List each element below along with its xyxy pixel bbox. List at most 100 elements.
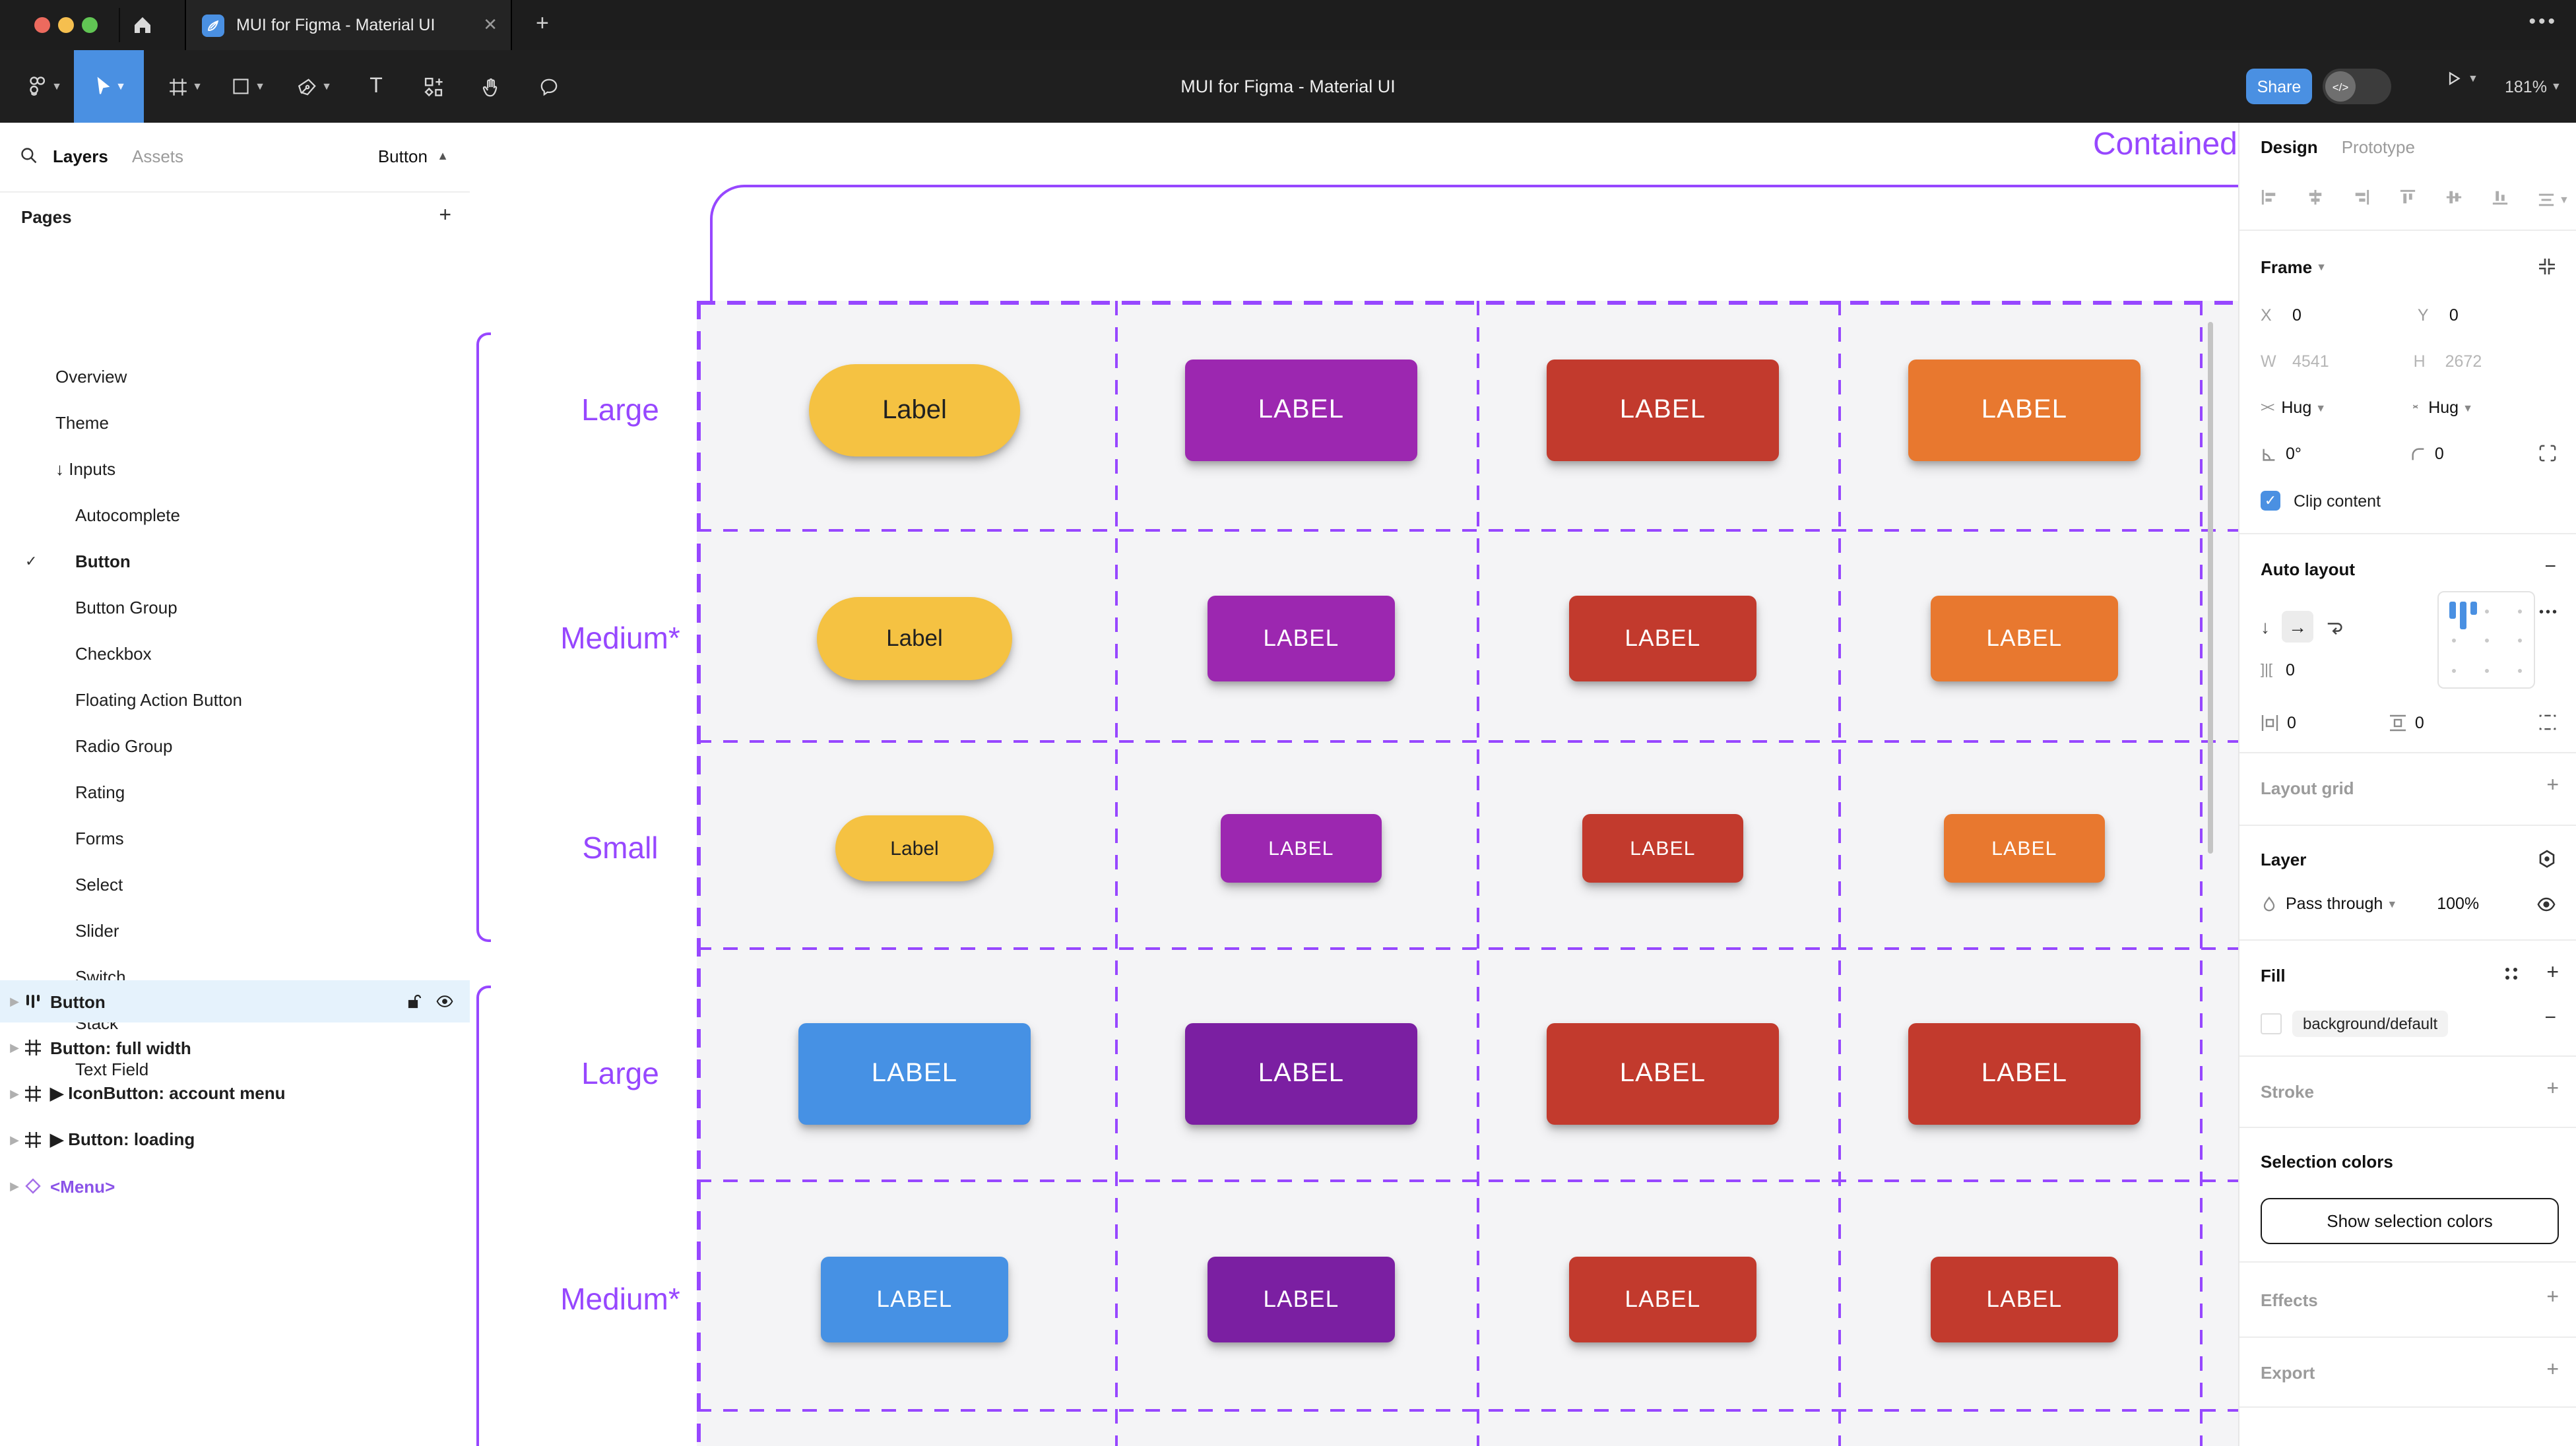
traffic-light-close-icon[interactable] [34,17,50,33]
main-menu-button[interactable]: ▼ [16,50,71,123]
align-h-center-icon[interactable] [2307,189,2324,210]
fill-color-swatch[interactable] [2261,1013,2282,1034]
disclosure-chevron-icon[interactable]: ▶ [10,1040,19,1053]
blend-mode-value[interactable]: Pass through [2286,895,2383,913]
wrap-icon[interactable] [2325,617,2345,637]
align-top-icon[interactable] [2399,189,2416,210]
traffic-light-maximize-icon[interactable] [82,17,98,33]
padding-horizontal-value[interactable]: 0 [2287,714,2296,732]
tab-design[interactable]: Design [2261,137,2318,157]
padding-vertical-value[interactable]: 0 [2414,714,2424,732]
w-value[interactable]: 4541 [2292,352,2329,371]
canvas-button-yellow-sm[interactable]: Label [835,815,994,881]
gap-value[interactable]: 0 [2285,661,2295,679]
canvas-scrollbar[interactable] [2208,322,2213,854]
layer-row-iconbutton-account-menu[interactable]: ▶ ▶ IconButton: account menu [0,1073,470,1115]
page-item-inputs[interactable]: ↓ Inputs [0,446,449,492]
tab-close-icon[interactable]: ✕ [483,15,498,34]
canvas-button-blue-md[interactable]: LABEL [821,1257,1008,1342]
traffic-light-minimize-icon[interactable] [58,17,74,33]
canvas-button-red-sm[interactable]: LABEL [1582,814,1743,883]
page-item-forms[interactable]: Forms [0,815,449,862]
h-value[interactable]: 2672 [2445,352,2482,371]
export-section-header[interactable]: Export [2261,1363,2315,1383]
resources-tool-button[interactable] [409,50,457,123]
canvas-button-purple-md[interactable]: LABEL [1208,596,1395,681]
present-button[interactable]: ▼ [2444,69,2478,88]
canvas-button-purple_dark-lg[interactable]: LABEL [1185,1023,1417,1125]
page-item-overview[interactable]: Overview [0,354,449,400]
page-item-floating-action-button[interactable]: Floating Action Button [0,677,449,723]
disclosure-chevron-icon[interactable]: ▶ [10,994,19,1007]
search-icon[interactable] [20,146,38,169]
home-icon[interactable] [132,15,153,40]
frame-tool-button[interactable]: ▼ [156,50,214,123]
remove-auto-layout-button[interactable]: − [2544,555,2556,578]
fill-style-name[interactable]: background/default [2292,1011,2449,1037]
disclosure-chevron-icon[interactable]: ▶ [10,1179,19,1192]
page-item-slider[interactable]: Slider [0,908,449,954]
direction-horizontal-icon[interactable]: → [2282,611,2313,643]
canvas-button-yellow-md[interactable]: Label [817,597,1012,680]
dev-mode-toggle[interactable]: </> [2323,69,2391,104]
add-layout-grid-button[interactable]: + [2546,774,2559,797]
hand-tool-button[interactable] [467,50,515,123]
hug-horizontal-value[interactable]: Hug [2281,398,2312,417]
hug-vertical-value[interactable]: Hug [2428,398,2459,417]
tab-prototype[interactable]: Prototype [2341,137,2415,157]
add-fill-button[interactable]: + [2546,962,2559,984]
eye-icon[interactable] [435,992,454,1011]
tab-assets[interactable]: Assets [132,146,184,166]
align-v-center-icon[interactable] [2445,189,2463,210]
layer-row--menu-[interactable]: ▶ <Menu> [0,1165,470,1207]
stroke-section-header[interactable]: Stroke [2261,1082,2314,1102]
page-item-theme[interactable]: Theme [0,400,449,446]
distribute-icon[interactable]: ▼ [2538,191,2569,208]
move-tool-button[interactable]: ▼ [74,50,144,123]
add-export-button[interactable]: + [2546,1359,2559,1381]
section-title[interactable]: Contained [2093,127,2238,162]
canvas-button-orange-lg[interactable]: LABEL [1908,360,2141,461]
add-effect-button[interactable]: + [2546,1286,2559,1309]
page-item-select[interactable]: Select [0,862,449,908]
layout-grid-header[interactable]: Layout grid [2261,778,2354,798]
frame-section-header[interactable]: Frame [2261,257,2313,277]
add-page-button[interactable]: + [439,204,451,227]
page-item-rating[interactable]: Rating [0,769,449,815]
blend-mode-icon[interactable] [2538,850,2556,868]
collapse-frame-icon[interactable] [2538,257,2556,276]
corner-radius-value[interactable]: 0 [2434,445,2444,463]
canvas[interactable]: Contained Primary*SecondaryErrorWarning … [470,123,2238,1446]
canvas-button-red-md[interactable]: LABEL [1569,1257,1756,1342]
independent-corners-icon[interactable] [2539,445,2556,462]
tab-layers[interactable]: Layers [53,146,108,166]
canvas-button-purple-lg[interactable]: LABEL [1185,360,1417,461]
clip-content-checkbox[interactable]: ✓ [2261,491,2280,511]
window-overflow-icon[interactable]: ••• [2528,11,2558,33]
canvas-button-red-lg[interactable]: LABEL [1908,1023,2141,1125]
canvas-button-blue-lg[interactable]: LABEL [798,1023,1031,1125]
file-tab[interactable]: MUI for Figma - Material UI ✕ [185,0,512,50]
y-value[interactable]: 0 [2449,306,2459,325]
shape-tool-button[interactable]: ▼ [219,50,277,123]
direction-vertical-icon[interactable]: ↓ [2261,616,2270,637]
canvas-button-red-lg[interactable]: LABEL [1547,360,1779,461]
layer-row-button[interactable]: ▶ Button [0,980,470,1022]
align-bottom-icon[interactable] [2492,189,2509,210]
text-tool-button[interactable]: T [370,75,383,97]
show-selection-colors-button[interactable]: Show selection colors [2261,1198,2559,1244]
auto-layout-alignment-widget[interactable] [2437,591,2535,689]
canvas-button-red-lg[interactable]: LABEL [1547,1023,1779,1125]
canvas-button-yellow-lg[interactable]: Label [809,364,1020,456]
layer-row-button-full-width[interactable]: ▶ Button: full width [0,1026,470,1069]
auto-layout-header[interactable]: Auto layout [2261,559,2355,579]
add-stroke-button[interactable]: + [2546,1078,2559,1100]
rotation-value[interactable]: 0° [2286,445,2302,463]
page-item-radio-group[interactable]: Radio Group [0,723,449,769]
canvas-button-orange-md[interactable]: LABEL [1931,596,2118,681]
zoom-level-selector[interactable]: 181% ▼ [2505,69,2561,104]
effects-section-header[interactable]: Effects [2261,1290,2318,1310]
page-item-autocomplete[interactable]: Autocomplete [0,492,449,538]
page-item-text-field[interactable]: Text Field [0,1046,449,1092]
scope-selector[interactable]: Button [377,146,428,166]
